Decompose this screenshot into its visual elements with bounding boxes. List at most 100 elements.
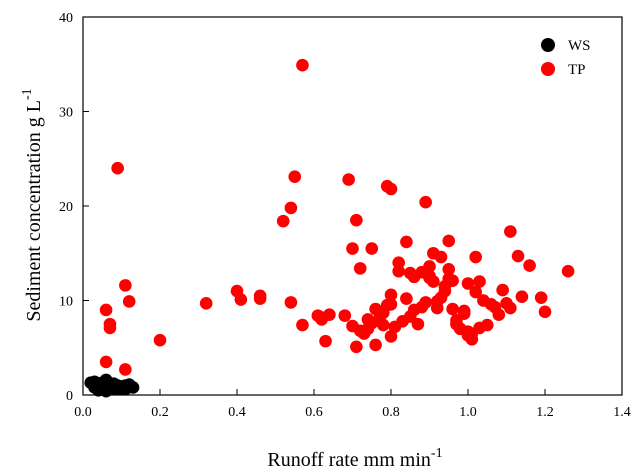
y-axis-title-text: Sediment concentration g L (23, 100, 45, 322)
data-point-tp (446, 302, 459, 316)
data-point-tp (504, 301, 517, 315)
y-axis-title: Sediment concentration g L-1 (20, 88, 45, 321)
data-point-tp (234, 293, 248, 306)
y-tick-label: 10 (59, 295, 73, 310)
data-point-tp (119, 363, 132, 376)
data-point-tp (276, 214, 290, 228)
data-point-tp (473, 275, 486, 288)
y-tick-label: 20 (59, 200, 73, 215)
data-point-tp (427, 275, 440, 288)
data-point-tp (99, 303, 113, 317)
data-point-tp (346, 242, 359, 255)
data-point-tp (284, 296, 298, 309)
data-point-tp (350, 340, 363, 354)
legend: WS TP (541, 38, 591, 78)
data-point-tp (442, 234, 456, 248)
ticks-layer: 0.0 0.2 0.4 0.6 0.8 1.0 1.2 1.4 0 10 20 30 40 (59, 11, 631, 420)
legend-marker-ws (541, 38, 555, 52)
x-tick-label: 0.8 (382, 405, 400, 420)
legend-marker-tp (541, 62, 555, 76)
x-tick-label: 1.2 (536, 405, 554, 420)
data-point-tp (253, 292, 267, 305)
x-axis-title-superscript: -1 (431, 446, 443, 461)
data-point-tp (461, 277, 475, 290)
data-point-tp (342, 173, 355, 186)
data-point-tp (377, 318, 390, 332)
data-point-tp (561, 264, 575, 278)
data-point-tp (361, 313, 375, 326)
data-point-tp (430, 295, 444, 308)
data-point-tp (319, 334, 332, 348)
data-point-tp (442, 263, 456, 276)
data-point-tp (288, 170, 302, 184)
data-point-tp (369, 302, 382, 316)
data-point-ws (88, 375, 101, 389)
data-point-tp (384, 297, 398, 311)
data-point-tp (384, 182, 398, 196)
series-ws (84, 373, 140, 398)
data-point-tp (419, 296, 432, 309)
data-point-ws (99, 384, 113, 398)
legend-label-ws: WS (568, 38, 591, 54)
data-point-tp (392, 256, 406, 270)
data-point-tp (515, 290, 529, 304)
data-point-tp (119, 279, 132, 292)
x-axis-title: Runoff rate mm min-1 (267, 446, 442, 471)
data-point-tp (457, 307, 471, 321)
x-tick-label: 0.6 (305, 405, 323, 420)
data-point-tp (438, 284, 452, 298)
data-point-tp (284, 201, 298, 215)
data-point-tp (492, 308, 506, 321)
data-point-tp (353, 324, 367, 338)
data-point-tp (350, 213, 363, 227)
x-tick-label: 1.4 (613, 405, 631, 420)
data-point-tp (469, 285, 483, 299)
data-point-tp (338, 309, 352, 322)
data-point-ws (122, 379, 136, 392)
data-point-tp (384, 288, 398, 302)
data-point-tp (296, 58, 309, 72)
x-tick-label: 0.2 (151, 405, 169, 420)
data-point-tp (538, 305, 552, 319)
legend-label-tp: TP (568, 62, 586, 78)
data-point-tp (434, 250, 448, 264)
data-point-tp (400, 292, 413, 305)
data-point-tp (323, 308, 336, 321)
data-point-tp (199, 297, 213, 310)
data-point-tp (103, 321, 117, 335)
data-point-tp (153, 333, 167, 347)
data-point-tp (296, 318, 309, 332)
data-point-tp (496, 283, 509, 297)
data-point-tp (384, 330, 398, 343)
data-point-tp (446, 274, 459, 287)
data-point-tp (504, 225, 517, 238)
y-tick-label: 0 (66, 389, 73, 404)
x-axis-title-text: Runoff rate mm min (267, 449, 431, 471)
points-layer (84, 58, 575, 398)
data-point-tp (511, 249, 525, 263)
data-point-tp (523, 259, 536, 272)
data-point-tp (465, 327, 479, 340)
data-point-tp (365, 242, 379, 255)
data-point-tp (122, 295, 136, 308)
data-point-tp (423, 260, 436, 273)
y-tick-label: 30 (59, 106, 73, 121)
data-point-tp (534, 291, 548, 304)
y-tick-label: 40 (59, 11, 73, 26)
data-point-tp (369, 338, 382, 352)
series-tp (99, 58, 575, 376)
x-tick-label: 0.0 (74, 405, 92, 420)
data-point-tp (480, 318, 494, 332)
x-tick-label: 0.4 (228, 405, 246, 420)
x-tick-label: 1.0 (459, 405, 477, 420)
data-point-tp (411, 317, 425, 331)
data-point-tp (400, 235, 413, 249)
data-point-tp (484, 297, 498, 311)
y-axis-title-superscript: -1 (20, 88, 35, 100)
data-point-tp (353, 262, 367, 275)
data-point-tp (99, 355, 113, 369)
data-point-tp (111, 161, 124, 175)
data-point-tp (469, 250, 483, 264)
data-point-tp (419, 195, 432, 209)
